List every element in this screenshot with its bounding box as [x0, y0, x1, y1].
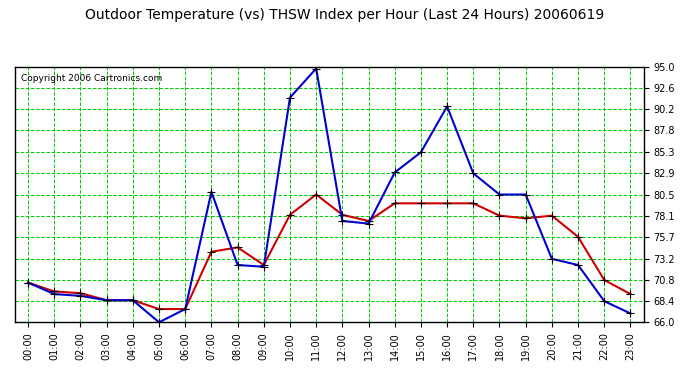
Text: Outdoor Temperature (vs) THSW Index per Hour (Last 24 Hours) 20060619: Outdoor Temperature (vs) THSW Index per …: [86, 8, 604, 21]
Text: Copyright 2006 Cartronics.com: Copyright 2006 Cartronics.com: [21, 74, 163, 83]
